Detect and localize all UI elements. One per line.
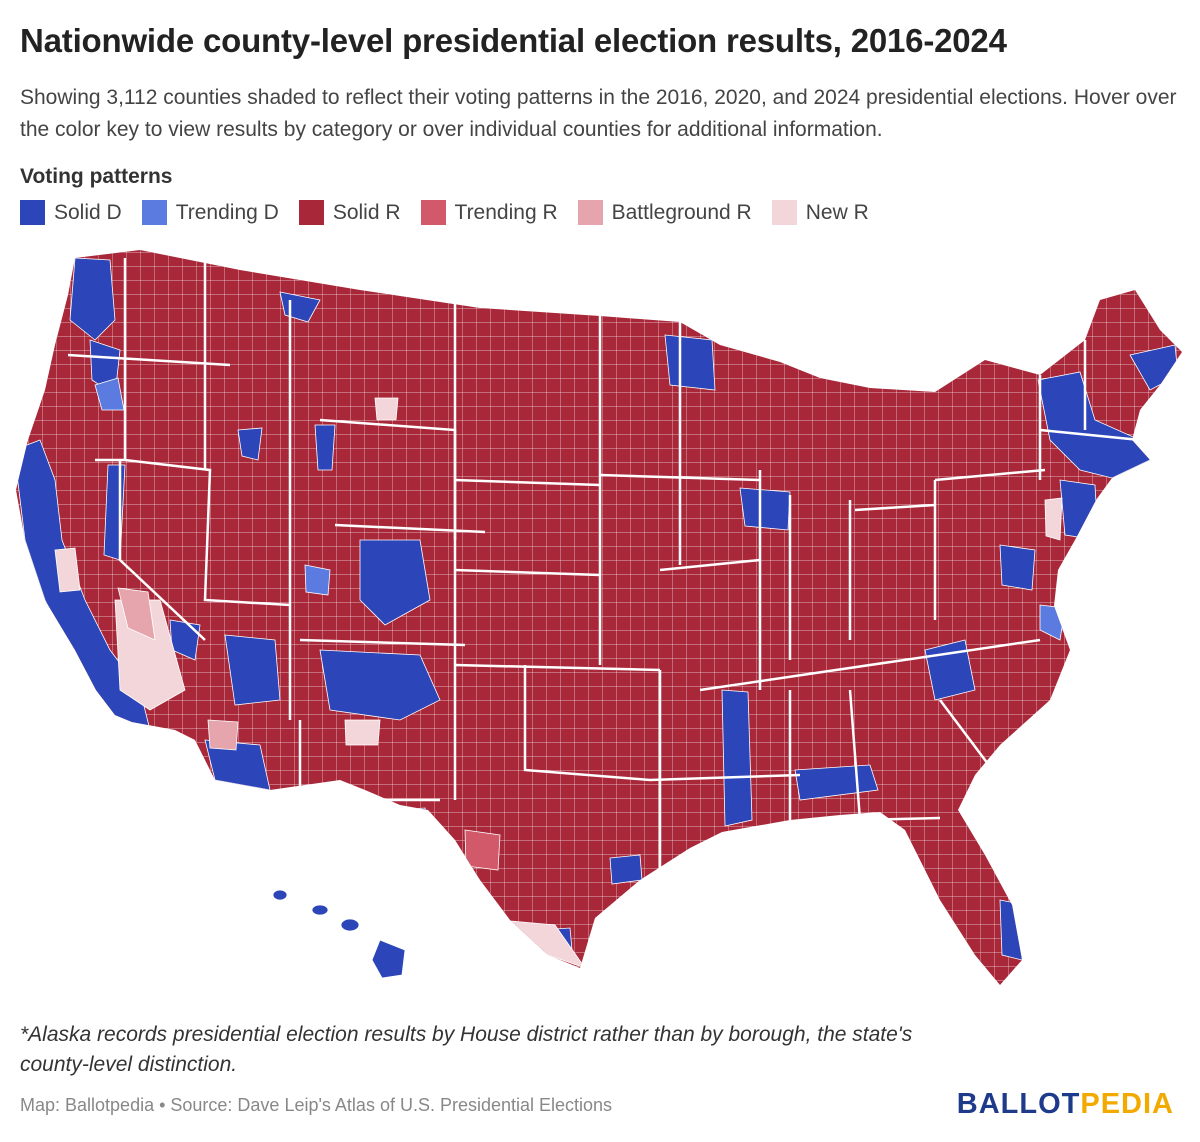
idaho-solid-d[interactable] xyxy=(237,427,263,461)
legend-swatch-trending-r xyxy=(420,200,446,225)
colorado-front-solid-d[interactable] xyxy=(359,539,431,626)
logo-part-pedia: PEDIA xyxy=(1080,1088,1174,1120)
hawaii-kauai-solid-d[interactable] xyxy=(272,889,288,901)
chicago-solid-d[interactable] xyxy=(739,487,791,531)
us-county-map-svg[interactable] xyxy=(0,240,1200,1000)
county-map[interactable] xyxy=(0,240,1200,1000)
houston-solid-d[interactable] xyxy=(609,854,643,885)
chart-title: Nationwide county-level presidential ele… xyxy=(20,22,1007,59)
new-york-new-r[interactable] xyxy=(1044,497,1063,541)
legend-swatch-new-r xyxy=(771,200,797,225)
arizona-south-solid-d[interactable] xyxy=(204,739,271,791)
legend-title: Voting patterns xyxy=(20,165,173,188)
legend-label-solid-d: Solid D xyxy=(54,200,122,224)
legend-label-trending-r: Trending R xyxy=(454,200,558,224)
el-paso-solid-d[interactable] xyxy=(394,807,431,866)
utah-trending-d[interactable] xyxy=(304,564,331,596)
legend-item-trending-d[interactable]: Trending D xyxy=(141,200,279,225)
legend-swatch-trending-d xyxy=(141,200,167,225)
new-jersey-solid-d[interactable] xyxy=(1059,479,1099,541)
legend-item-new-r[interactable]: New R xyxy=(771,200,869,225)
source-credit: Map: Ballotpedia • Source: Dave Leip's A… xyxy=(20,1095,613,1115)
wyoming-solid-d[interactable] xyxy=(314,424,336,471)
western-washington-solid-d[interactable] xyxy=(69,257,116,341)
maryland-solid-d[interactable] xyxy=(999,544,1036,591)
hawaii-oahu-solid-d[interactable] xyxy=(311,904,329,916)
south-florida-solid-d[interactable] xyxy=(999,899,1026,961)
hawaii-map[interactable] xyxy=(250,880,420,990)
legend-swatch-solid-r xyxy=(298,200,324,225)
ballotpedia-logo: BALLOTPEDIA xyxy=(957,1088,1174,1121)
legend-item-trending-r[interactable]: Trending R xyxy=(420,200,558,225)
chart-subtitle: Showing 3,112 counties shaded to reflect… xyxy=(20,86,1177,141)
legend-item-battleground-r[interactable]: Battleground R xyxy=(577,200,752,225)
logo-part-ballot: BALLOT xyxy=(956,1088,1081,1120)
montana-new-r[interactable] xyxy=(374,397,399,421)
arizona-battleground-r[interactable] xyxy=(207,719,239,751)
west-texas-trending-r[interactable] xyxy=(464,829,501,871)
hawaii-maui-solid-d[interactable] xyxy=(340,918,360,932)
legend-label-solid-r: Solid R xyxy=(332,200,401,224)
legend-label-trending-d: Trending D xyxy=(175,200,279,224)
legend-label-battleground-r: Battleground R xyxy=(611,200,752,224)
central-valley-new-r[interactable] xyxy=(54,547,81,593)
legend-swatch-battleground-r xyxy=(577,200,603,225)
legend-item-solid-d[interactable]: Solid D xyxy=(20,200,122,225)
legend-swatch-solid-d xyxy=(20,200,45,225)
new-mexico-north-solid-d[interactable] xyxy=(319,649,441,721)
new-mexico-new-r[interactable] xyxy=(344,719,381,746)
color-key: Solid D Trending D Solid R Trending R Ba… xyxy=(20,200,889,225)
california-battleground-r[interactable] xyxy=(117,587,156,641)
las-vegas-solid-d[interactable] xyxy=(224,634,281,706)
mississippi-delta-solid-d[interactable] xyxy=(721,689,753,827)
hawaii-big-island-solid-d[interactable] xyxy=(371,939,406,979)
footnote: *Alaska records presidential election re… xyxy=(20,1023,913,1076)
state-borders xyxy=(67,255,1141,870)
minnesota-arrowhead-solid-d[interactable] xyxy=(664,334,716,391)
legend-item-solid-r[interactable]: Solid R xyxy=(298,200,401,225)
legend-label-new-r: New R xyxy=(805,200,869,224)
